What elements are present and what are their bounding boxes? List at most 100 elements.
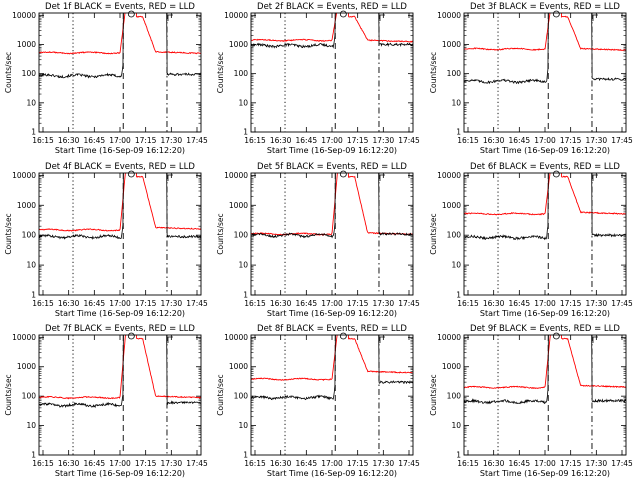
y-tick-label: 1 bbox=[456, 291, 461, 300]
x-tick-label: 17:00 bbox=[534, 459, 556, 468]
x-tick-label: 17:00 bbox=[321, 299, 343, 308]
x-tick-label: 16:30 bbox=[270, 299, 292, 308]
series-events-line bbox=[464, 335, 626, 405]
x-axis-label: Start Time (16-Sep-09 16:12:20) bbox=[480, 146, 610, 155]
x-tick-label: 16:30 bbox=[58, 299, 80, 308]
y-tick-label: 1000 bbox=[229, 40, 248, 49]
x-tick-label: 17:30 bbox=[161, 459, 183, 468]
series-lld-line bbox=[464, 173, 626, 216]
x-tick-label: 16:15 bbox=[244, 299, 266, 308]
x-tick-label: 16:45 bbox=[84, 299, 106, 308]
x-tick-label: 16:45 bbox=[509, 459, 531, 468]
y-tick-label: 1 bbox=[243, 128, 248, 137]
y-tick-label: 1000 bbox=[17, 201, 36, 210]
y-axis-label: Counts/sec bbox=[216, 52, 225, 93]
y-tick-label: 10000 bbox=[437, 333, 461, 342]
end-marker-bracket bbox=[167, 174, 173, 181]
y-tick-label: 1 bbox=[456, 451, 461, 460]
x-tick-label: 17:00 bbox=[534, 299, 556, 308]
x-axis-label: Start Time (16-Sep-09 16:12:20) bbox=[480, 469, 610, 478]
y-tick-label: 10000 bbox=[12, 333, 36, 342]
y-tick-label: 100 bbox=[447, 69, 462, 78]
y-axis-label: Counts/sec bbox=[216, 374, 225, 415]
x-tick-label: 16:15 bbox=[32, 136, 54, 145]
y-tick-label: 100 bbox=[22, 392, 37, 401]
x-tick-label: 17:00 bbox=[321, 459, 343, 468]
y-axis-label: Counts/sec bbox=[4, 374, 13, 415]
x-tick-label: 17:30 bbox=[373, 299, 395, 308]
panel-title: Det 8f BLACK = Events, RED = LLD bbox=[257, 324, 407, 334]
x-axis-label: Start Time (16-Sep-09 16:12:20) bbox=[480, 309, 610, 318]
y-tick-label: 1 bbox=[243, 451, 248, 460]
y-tick-label: 1000 bbox=[17, 362, 36, 371]
series-lld-line bbox=[251, 173, 413, 236]
y-tick-label: 1000 bbox=[229, 362, 248, 371]
y-tick-label: 10 bbox=[238, 98, 248, 107]
panel-det-7: Det 7f BLACK = Events, RED = LLD Counts/s… bbox=[4, 324, 208, 478]
x-axis-label: Start Time (16-Sep-09 16:12:20) bbox=[55, 146, 185, 155]
x-tick-label: 17:15 bbox=[347, 299, 369, 308]
y-tick-label: 1000 bbox=[442, 362, 461, 371]
x-tick-label: 17:45 bbox=[611, 136, 633, 145]
series-events-line bbox=[39, 335, 201, 409]
x-tick-label: 17:15 bbox=[135, 299, 157, 308]
panel-title: Det 3f BLACK = Events, RED = LLD bbox=[470, 2, 620, 12]
x-tick-label: 17:00 bbox=[109, 136, 131, 145]
plot-frame bbox=[463, 12, 627, 133]
panel-title: Det 6f BLACK = Events, RED = LLD bbox=[470, 162, 620, 172]
y-tick-label: 10000 bbox=[224, 171, 248, 180]
peak-marker-circle bbox=[552, 10, 560, 18]
plot-frame bbox=[463, 172, 627, 296]
x-tick-label: 16:30 bbox=[483, 299, 505, 308]
x-axis-label: Start Time (16-Sep-09 16:12:20) bbox=[267, 309, 397, 318]
x-tick-label: 16:15 bbox=[457, 299, 479, 308]
series-events-line bbox=[251, 173, 413, 239]
x-tick-label: 17:45 bbox=[186, 136, 208, 145]
y-axis-label: Counts/sec bbox=[4, 52, 13, 93]
x-tick-label: 16:45 bbox=[296, 299, 318, 308]
series-lld-line bbox=[39, 173, 201, 232]
y-tick-label: 10 bbox=[451, 261, 461, 270]
x-tick-label: 16:15 bbox=[244, 136, 266, 145]
x-tick-label: 16:30 bbox=[58, 459, 80, 468]
y-axis-label: Counts/sec bbox=[429, 213, 438, 254]
y-tick-label: 10000 bbox=[437, 171, 461, 180]
end-marker-bracket bbox=[379, 14, 385, 21]
x-axis-label: Start Time (16-Sep-09 16:12:20) bbox=[267, 146, 397, 155]
x-tick-label: 17:15 bbox=[560, 299, 582, 308]
x-tick-label: 16:15 bbox=[457, 136, 479, 145]
plot-frame bbox=[38, 334, 202, 456]
y-axis-label: Counts/sec bbox=[429, 374, 438, 415]
y-tick-label: 10000 bbox=[224, 333, 248, 342]
panel-title: Det 1f BLACK = Events, RED = LLD bbox=[45, 2, 195, 12]
x-tick-label: 17:15 bbox=[347, 459, 369, 468]
y-tick-label: 100 bbox=[22, 231, 37, 240]
y-tick-label: 1000 bbox=[229, 201, 248, 210]
peak-marker-circle bbox=[552, 332, 560, 340]
x-tick-label: 17:30 bbox=[373, 136, 395, 145]
x-tick-label: 17:30 bbox=[161, 299, 183, 308]
x-tick-label: 17:00 bbox=[534, 136, 556, 145]
y-tick-label: 10000 bbox=[224, 11, 248, 20]
series-events-line bbox=[251, 335, 413, 401]
x-tick-label: 17:15 bbox=[135, 136, 157, 145]
x-tick-label: 17:15 bbox=[560, 136, 582, 145]
series-lld-line bbox=[251, 335, 413, 382]
panel-det-8: Det 8f BLACK = Events, RED = LLD Counts/s… bbox=[216, 324, 420, 478]
y-axis-label: Counts/sec bbox=[429, 52, 438, 93]
x-tick-label: 16:45 bbox=[296, 459, 318, 468]
y-tick-label: 1 bbox=[31, 128, 36, 137]
x-tick-label: 17:30 bbox=[161, 136, 183, 145]
panel-title: Det 4f BLACK = Events, RED = LLD bbox=[45, 162, 195, 172]
x-tick-label: 17:30 bbox=[586, 136, 608, 145]
peak-marker-circle bbox=[552, 170, 560, 178]
x-tick-label: 17:15 bbox=[560, 459, 582, 468]
x-tick-label: 17:45 bbox=[398, 299, 420, 308]
series-lld-line bbox=[39, 335, 201, 400]
x-tick-label: 17:45 bbox=[611, 459, 633, 468]
x-tick-label: 17:15 bbox=[347, 136, 369, 145]
series-events-line bbox=[251, 13, 413, 49]
peak-marker-circle bbox=[339, 332, 347, 340]
y-tick-label: 10 bbox=[26, 261, 36, 270]
